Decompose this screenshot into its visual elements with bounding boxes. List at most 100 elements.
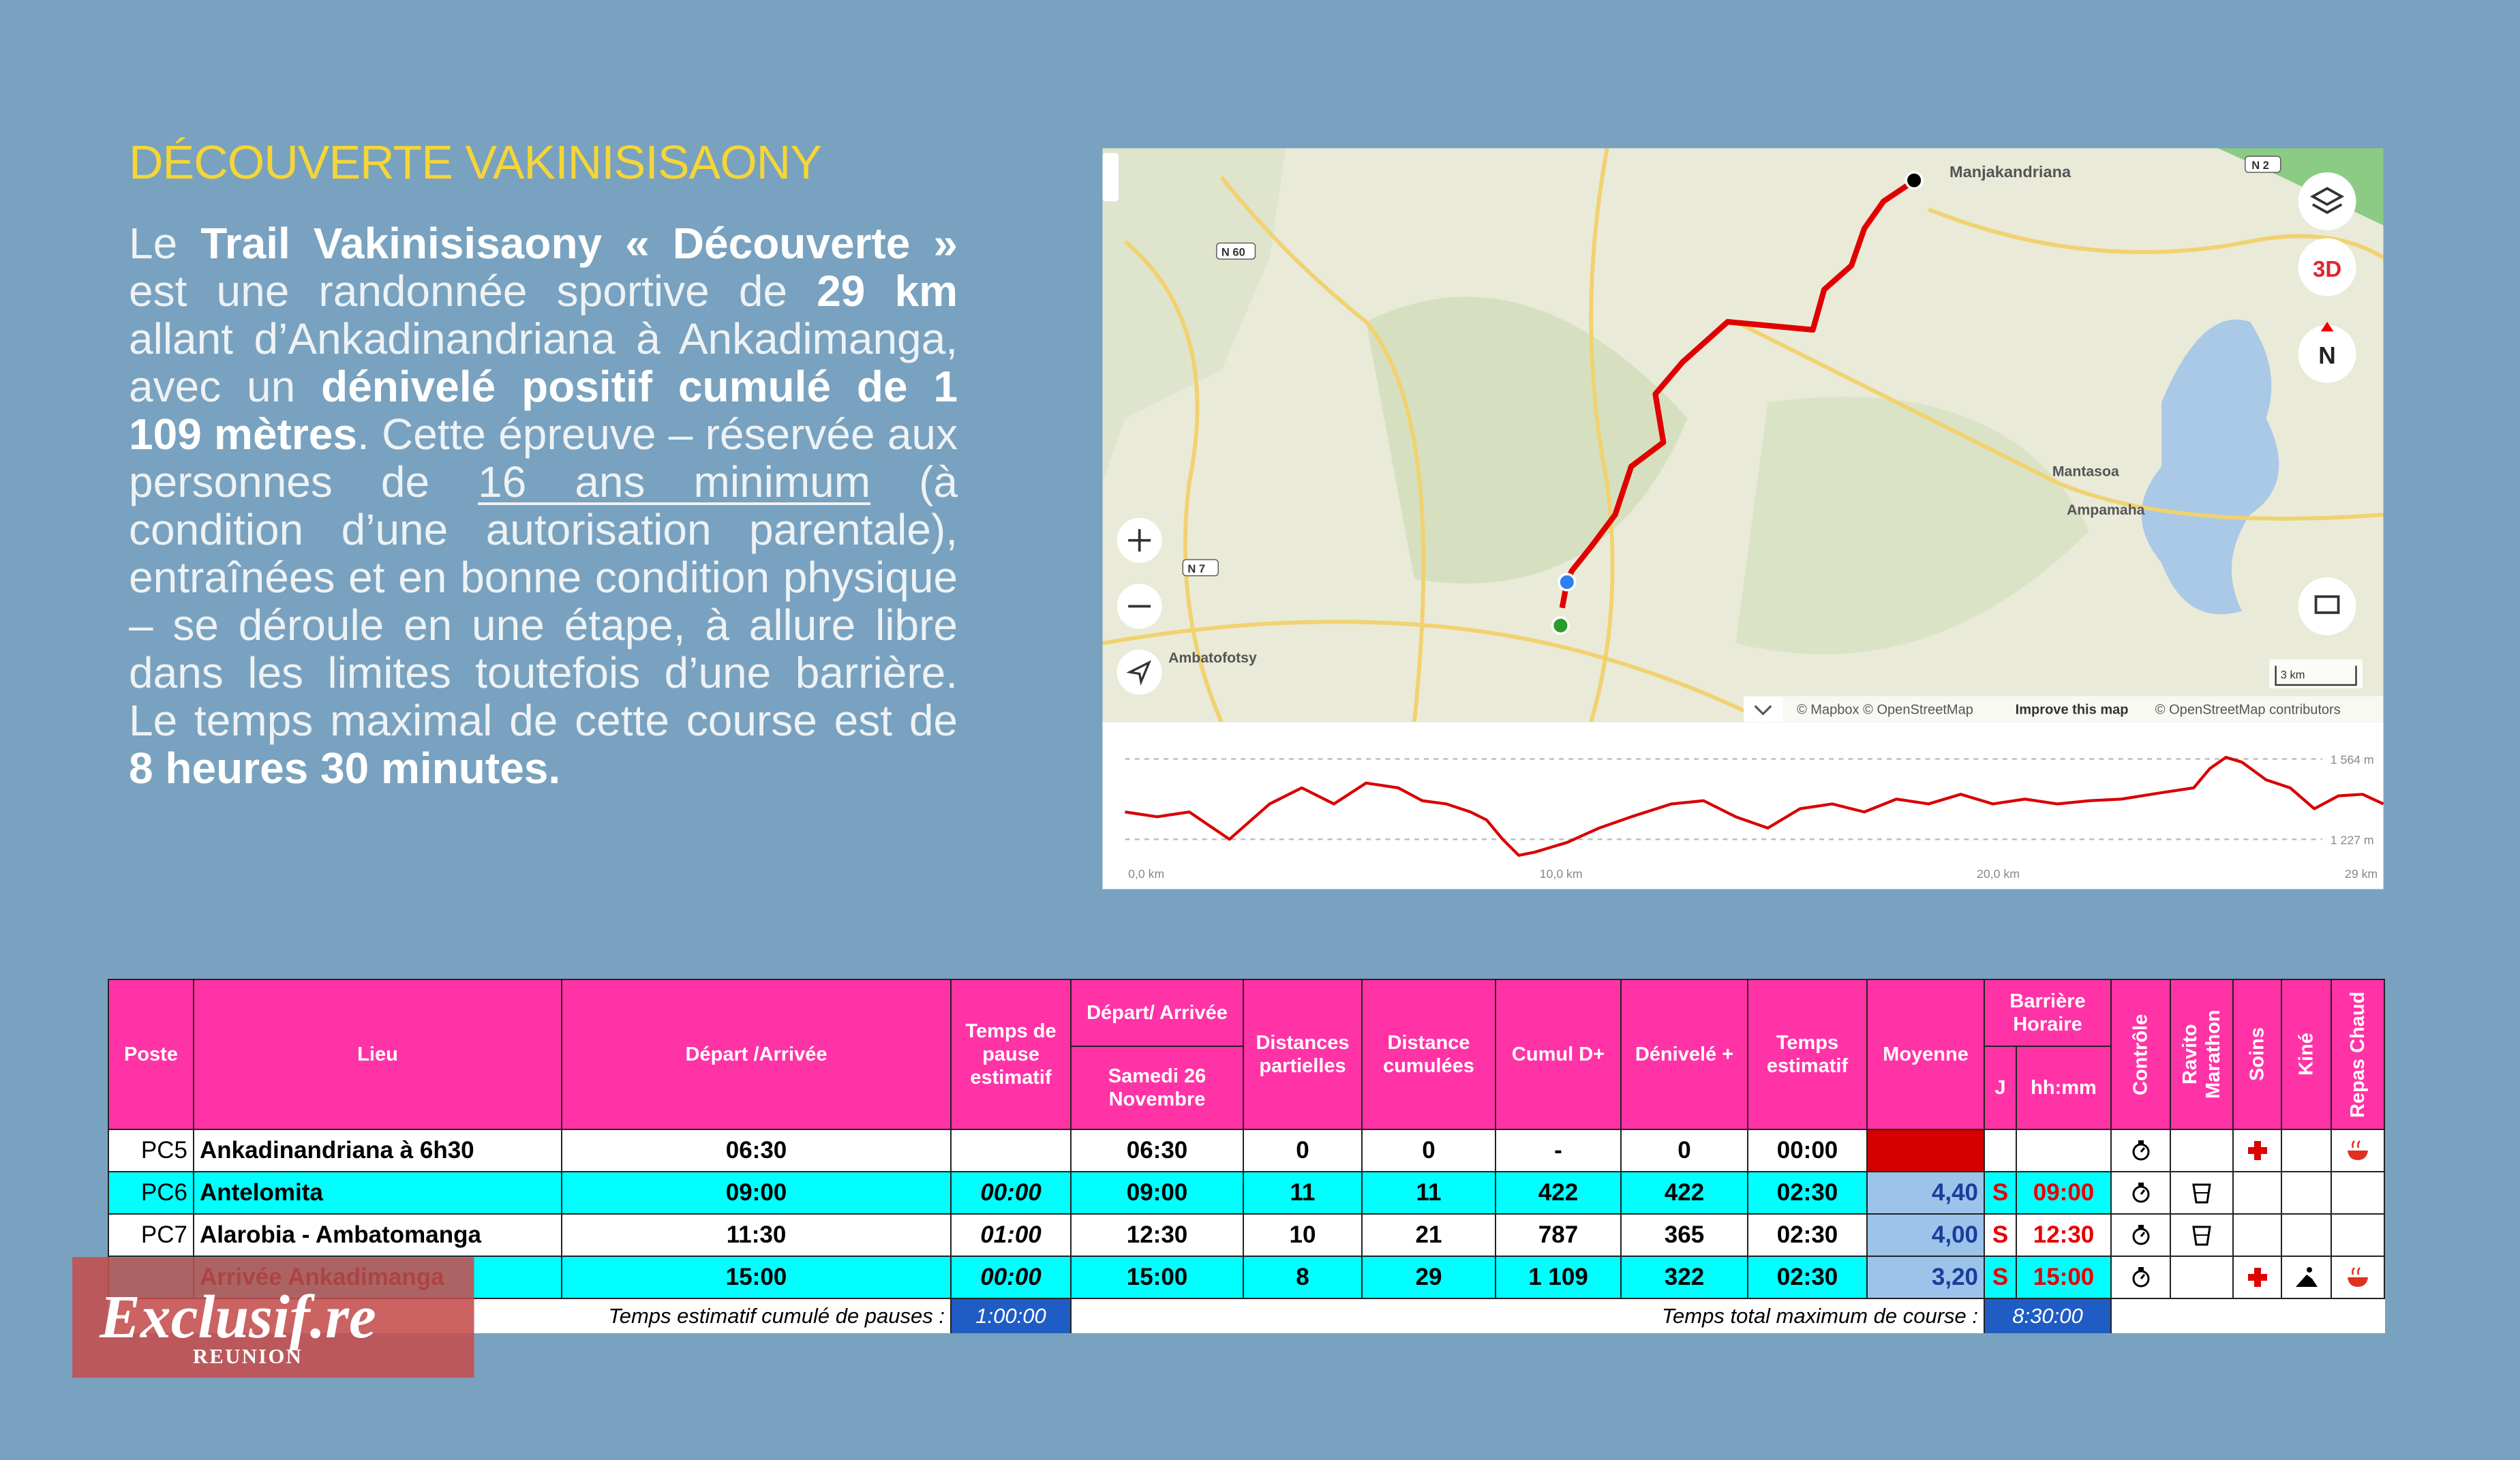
intro-text: allant d’Ankadinandriana à Ankadimanga, … xyxy=(129,314,958,411)
table-cell: PC6 xyxy=(108,1171,194,1215)
table-cell: 11:30 xyxy=(561,1213,952,1257)
table-cell: 365 xyxy=(1620,1213,1748,1257)
table-cell: 29 xyxy=(1361,1256,1496,1299)
table-cell: 09:00 xyxy=(2016,1171,2112,1215)
map xyxy=(1102,148,2384,723)
icon-cell xyxy=(2232,1171,2282,1215)
title: DÉCOUVERTE VAKINISISAONY xyxy=(129,136,822,189)
icon-cell xyxy=(2170,1171,2234,1215)
map-label: 0,0 km xyxy=(1128,867,1164,881)
footer-value: 1:00:00 xyxy=(950,1298,1072,1333)
table-cell xyxy=(950,1129,1072,1172)
header-cell: Soins xyxy=(2233,979,2281,1129)
table-cell: 1 109 xyxy=(1495,1256,1622,1299)
map-label: N 2 xyxy=(2251,159,2269,172)
header-cell: Barrière Horaire xyxy=(1984,979,2112,1047)
map-label: Ambatofotsy xyxy=(1168,650,1257,666)
icon xyxy=(2132,1140,2149,1161)
table-cell: 00:00 xyxy=(950,1171,1072,1215)
map-label: Ampamaha xyxy=(2067,502,2145,518)
header-cell: Moyenne xyxy=(1866,979,1985,1130)
intro-text: (à condition d’une autorisation parental… xyxy=(129,457,958,745)
icon-cell xyxy=(2110,1171,2171,1215)
icon-cell xyxy=(2232,1256,2282,1299)
map-label: 20,0 km xyxy=(1977,867,2020,881)
table-cell: 12:30 xyxy=(2016,1213,2112,1257)
schedule-table: Poste Lieu Départ /Arrivée Temps de paus… xyxy=(108,979,2385,1333)
table-cell: 06:30 xyxy=(561,1129,952,1172)
table-cell: 21 xyxy=(1361,1213,1496,1257)
icon-cell xyxy=(2110,1256,2171,1299)
table-cell: 02:30 xyxy=(1747,1256,1868,1299)
table-cell: 02:30 xyxy=(1747,1213,1868,1257)
icon-cell xyxy=(2331,1256,2385,1299)
icon-cell xyxy=(2331,1213,2385,1257)
header-cell: Lieu xyxy=(193,979,562,1130)
table-cell: - xyxy=(1495,1129,1622,1172)
table-cell: 422 xyxy=(1495,1171,1622,1215)
table-cell: 4,00 xyxy=(1866,1213,1985,1257)
header-cell: Départ/ Arrivée xyxy=(1070,979,1244,1047)
map-label: 3 km xyxy=(2281,669,2305,682)
table-cell xyxy=(1866,1129,1985,1172)
icon-cell xyxy=(2232,1213,2282,1257)
map-label: Improve this map xyxy=(2016,702,2129,717)
intro-text: Trail Vakinisisaony « Découverte » xyxy=(200,219,958,268)
table-cell: S xyxy=(1984,1171,2017,1215)
table-cell: 10 xyxy=(1243,1213,1363,1257)
map-label: 1 564 m xyxy=(2331,753,2374,767)
icon xyxy=(2348,1267,2368,1287)
icon xyxy=(2132,1267,2149,1288)
intro-text: 16 ans minimum xyxy=(478,457,871,506)
map-label: © Mapbox © OpenStreetMap xyxy=(1797,702,1973,717)
map-label: 1 227 m xyxy=(2331,833,2374,847)
map-label: 10,0 km xyxy=(1540,867,1583,881)
icon xyxy=(2192,1226,2211,1246)
table-cell: 322 xyxy=(1620,1256,1748,1299)
icon-cell xyxy=(2331,1129,2385,1172)
icon xyxy=(2247,1141,2267,1160)
header-cell: Cumul D+ xyxy=(1495,979,1622,1130)
table-cell: 01:00 xyxy=(950,1213,1072,1257)
table-cell: 15:00 xyxy=(1070,1256,1244,1299)
icon-cell xyxy=(2232,1129,2282,1172)
table-cell: 11 xyxy=(1243,1171,1363,1215)
map-label: 3D xyxy=(2313,256,2341,282)
table-cell: Antelomita xyxy=(193,1171,562,1215)
icon xyxy=(2247,1268,2267,1287)
header-cell: Temps de pause estimatif xyxy=(950,979,1072,1130)
intro-text: . xyxy=(548,744,561,793)
intro-text: est une randonnée sportive de xyxy=(129,267,817,316)
table-cell: S xyxy=(1984,1213,2017,1257)
footer-label: Temps estimatif cumulé de pauses : xyxy=(108,1298,951,1333)
map-label: N 7 xyxy=(1187,563,1205,575)
header-cell: hh:mm xyxy=(2016,1046,2112,1130)
map-label: N xyxy=(2318,342,2336,369)
table-cell: 3,20 xyxy=(1866,1256,1985,1299)
table-cell: PC7 xyxy=(108,1213,194,1257)
table-cell: 0 xyxy=(1620,1129,1748,1172)
icon-cell xyxy=(2331,1171,2385,1215)
table-cell xyxy=(108,1256,194,1299)
icon xyxy=(2132,1225,2149,1245)
footer-value: 8:30:00 xyxy=(1984,1298,2112,1333)
icon xyxy=(2132,1183,2149,1203)
table-cell: 8 xyxy=(1243,1256,1363,1299)
icon-cell xyxy=(2170,1256,2234,1299)
header-cell: J xyxy=(1984,1046,2017,1130)
footer-empty xyxy=(2111,1298,2384,1333)
header-cell: Distance cumulées xyxy=(1361,979,1496,1130)
header-cell: Samedi 26 Novembre xyxy=(1070,1046,1244,1130)
icon-cell xyxy=(2281,1256,2332,1299)
icon-cell xyxy=(2110,1129,2171,1172)
table-cell: 12:30 xyxy=(1070,1213,1244,1257)
footer-label: Temps total maximum de course : xyxy=(1071,1298,1984,1333)
table-cell: Arrivée Ankadimanga xyxy=(193,1256,562,1299)
intro-text: Le xyxy=(129,219,201,268)
map-label: 29 km xyxy=(2345,867,2378,881)
table-cell: 09:00 xyxy=(561,1171,952,1215)
table-cell: 11 xyxy=(1361,1171,1496,1215)
icon xyxy=(2295,1267,2318,1287)
table-cell: S xyxy=(1984,1256,2017,1299)
table-cell: 06:30 xyxy=(1070,1129,1244,1172)
